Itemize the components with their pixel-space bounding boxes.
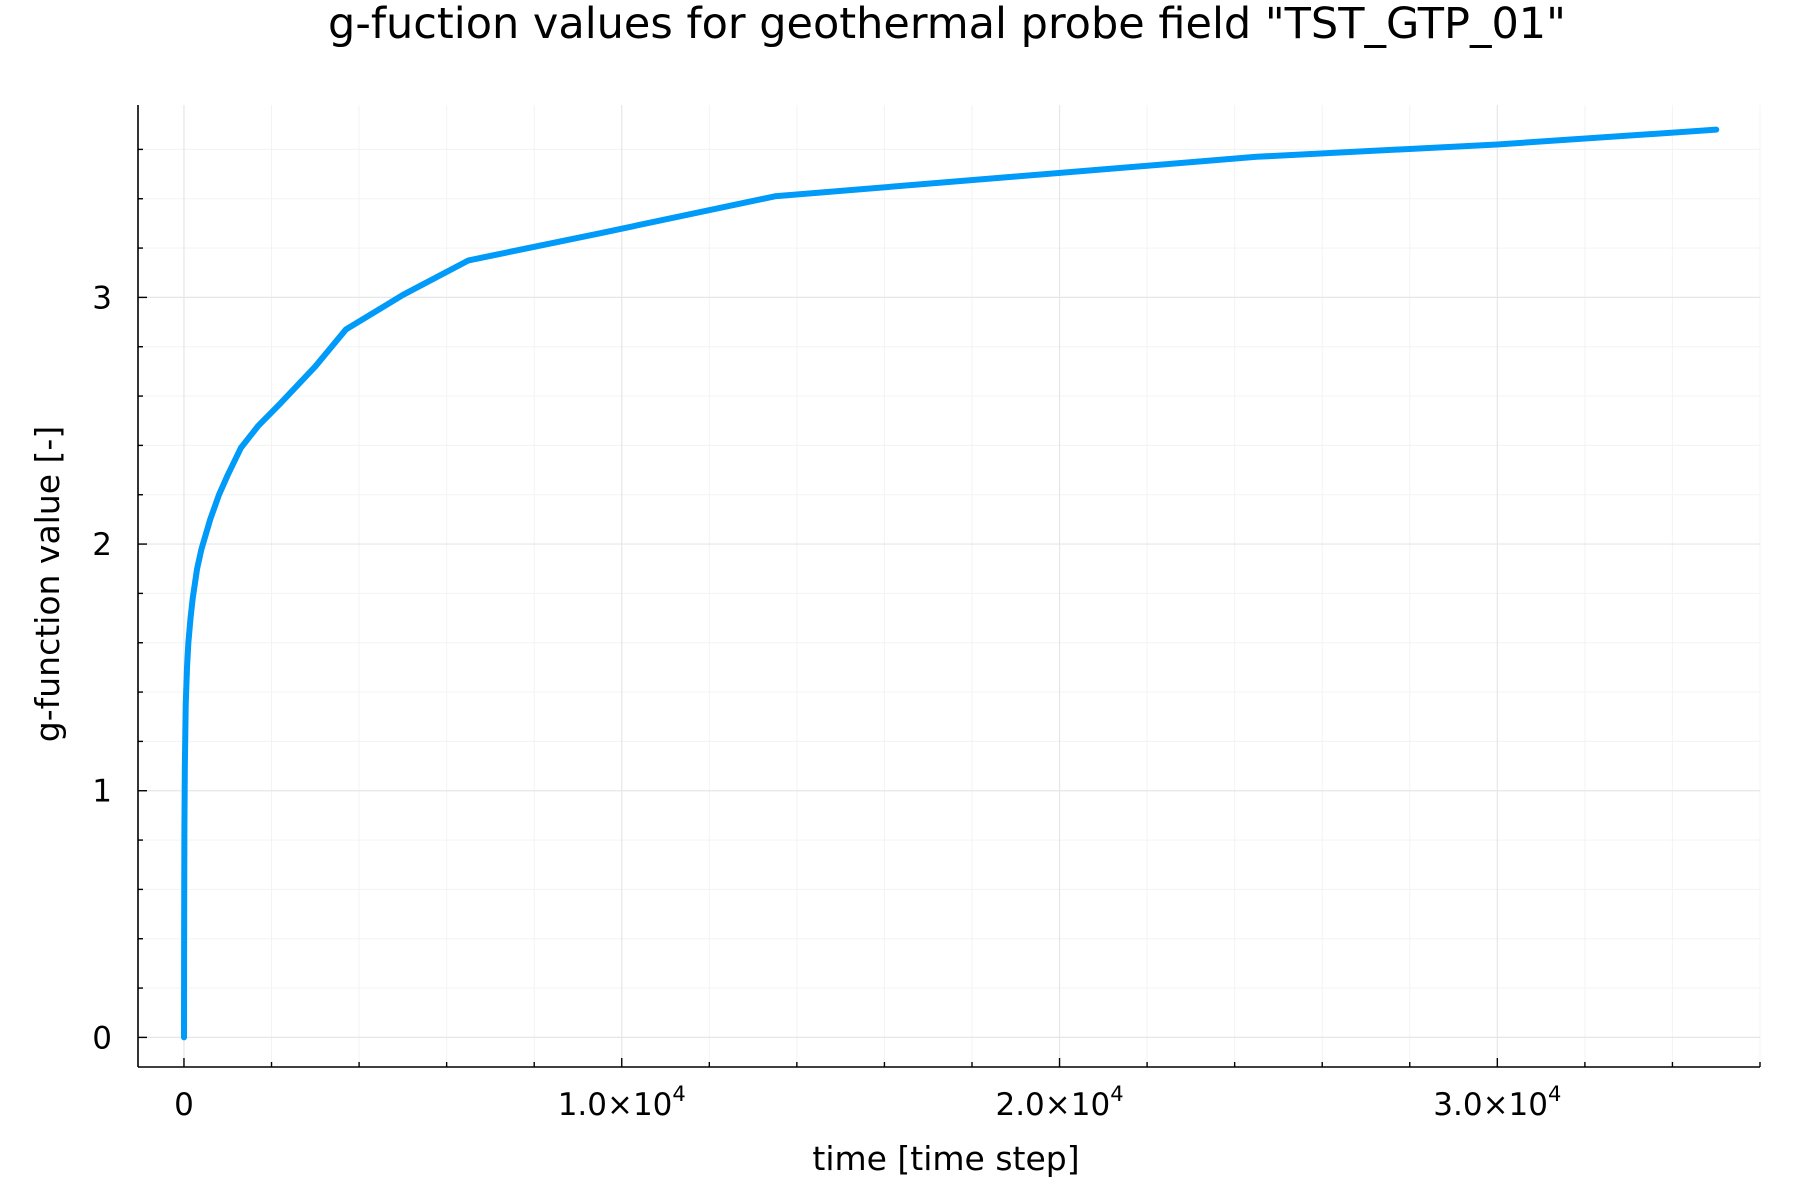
x-tick-label: 3.0×104 bbox=[1433, 1082, 1561, 1123]
tick-labels: 0 1.0×104 2.0×104 3.0×104 0 1 2 3 bbox=[92, 280, 1561, 1123]
y-axis-label: g-function value [-] bbox=[28, 426, 67, 742]
y-tick-label: 1 bbox=[92, 774, 112, 810]
axes bbox=[137, 105, 1761, 1068]
x-tick-label: 1.0×104 bbox=[558, 1082, 686, 1123]
y-tick-label: 2 bbox=[92, 527, 112, 563]
x-tick-label: 2.0×104 bbox=[995, 1082, 1123, 1123]
y-tick-label: 0 bbox=[92, 1020, 112, 1056]
x-tick-label: 0 bbox=[174, 1087, 194, 1123]
series-layer bbox=[181, 126, 1720, 1041]
y-tick-label: 3 bbox=[92, 280, 112, 316]
series-line-1 bbox=[181, 126, 1720, 1041]
x-axis-label: time [time step] bbox=[812, 1139, 1079, 1178]
grid bbox=[138, 105, 1761, 1067]
chart-title: g-fuction values for geothermal probe fi… bbox=[328, 0, 1566, 49]
